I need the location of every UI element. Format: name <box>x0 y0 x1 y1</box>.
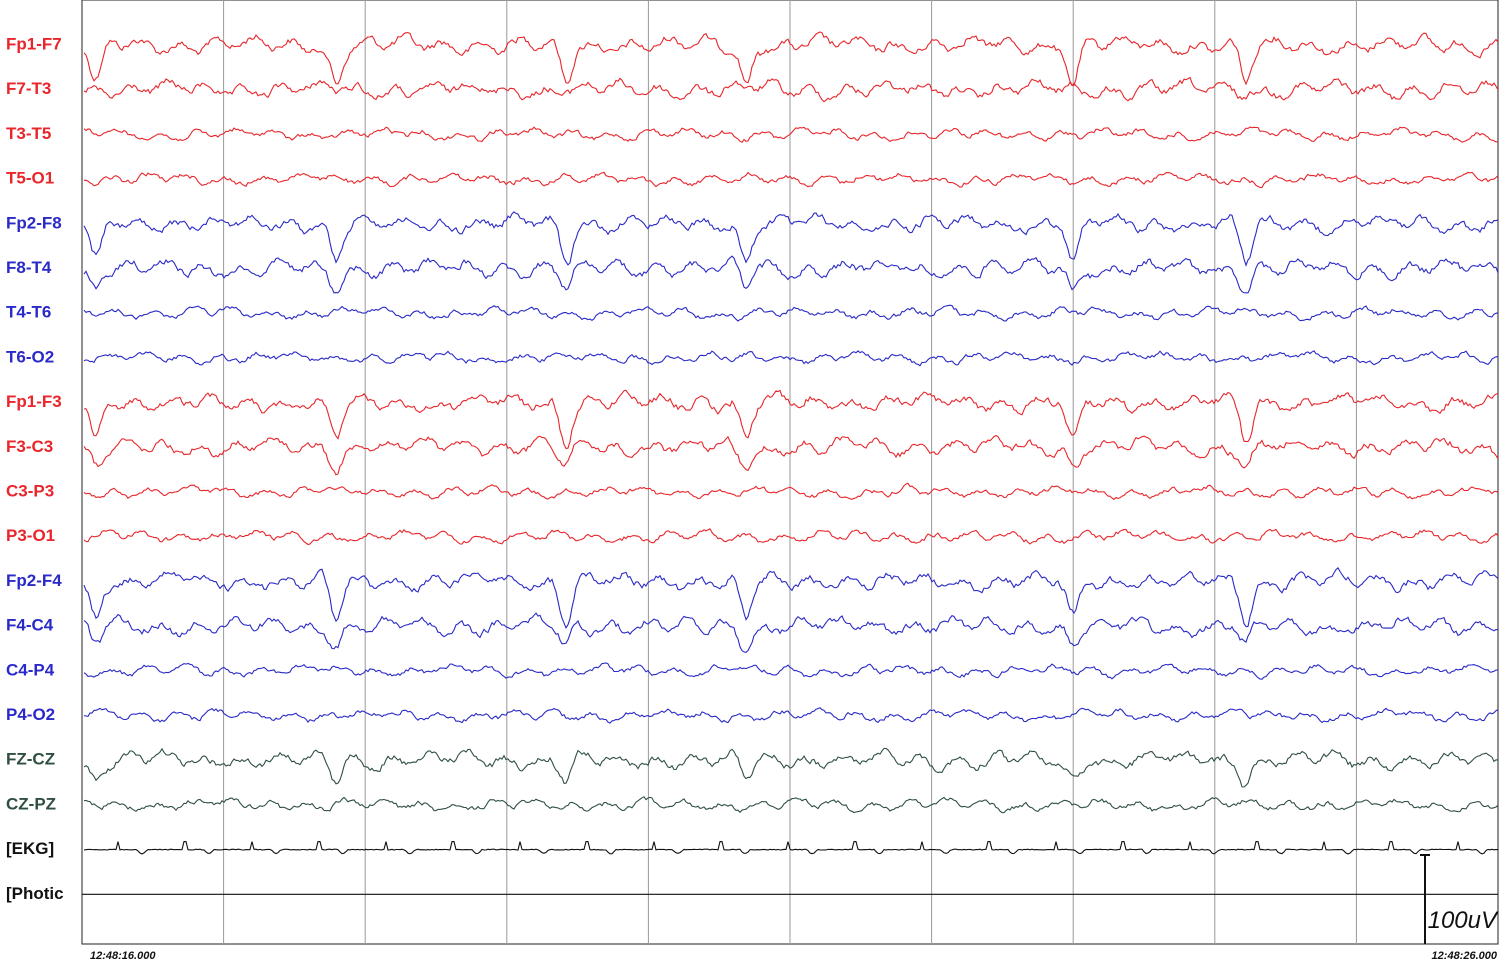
channel-label: [Photic <box>6 884 64 903</box>
trace <box>83 796 1499 814</box>
time-grid <box>223 0 1357 944</box>
trace <box>83 482 1499 501</box>
channel-label: C3-P3 <box>6 481 54 500</box>
trace <box>83 612 1499 654</box>
trace <box>83 389 1499 450</box>
channel-labels: Fp1-F7 F7-T3 T3-T5 T5-O1 Fp2-F8 F8-T4 T4-T6 T6-… <box>6 34 64 902</box>
trace <box>83 434 1499 476</box>
trace <box>83 528 1499 546</box>
channel-label: Fp1-F3 <box>6 392 62 411</box>
channel-label: F4-C4 <box>6 616 54 635</box>
trace <box>83 707 1499 724</box>
time-start: 12:48:16.000 <box>90 950 156 962</box>
trace <box>83 747 1499 788</box>
trace <box>83 211 1499 267</box>
trace <box>83 255 1499 294</box>
channel-label: P3-O1 <box>6 526 55 545</box>
channel-label: Fp2-F8 <box>6 213 62 232</box>
channel-label: F7-T3 <box>6 79 51 98</box>
channel-label: Fp1-F7 <box>6 34 62 53</box>
scale-label: 100uV <box>1428 907 1499 934</box>
channel-label: T4-T6 <box>6 303 51 322</box>
channel-label: T3-T5 <box>6 124 51 143</box>
trace <box>83 567 1499 629</box>
time-end: 12:48:26.000 <box>1432 950 1498 962</box>
channel-label: [EKG] <box>6 839 54 858</box>
trace <box>83 350 1498 367</box>
channel-label: P4-O2 <box>6 705 55 724</box>
channel-label: T5-O1 <box>6 169 54 188</box>
trace <box>83 662 1499 680</box>
channel-label: Fp2-F4 <box>6 571 62 590</box>
trace <box>83 171 1499 189</box>
channel-label: CZ-PZ <box>6 794 56 813</box>
trace <box>83 841 1498 855</box>
channel-label: T6-O2 <box>6 347 54 366</box>
traces <box>82 31 1499 895</box>
channel-label: F8-T4 <box>6 258 52 277</box>
channel-label: FZ-CZ <box>6 750 55 769</box>
channel-label: F3-C3 <box>6 437 53 456</box>
trace <box>83 126 1499 144</box>
trace <box>83 76 1499 103</box>
trace <box>83 31 1499 87</box>
channel-label: C4-P4 <box>6 660 55 679</box>
trace <box>83 304 1499 322</box>
